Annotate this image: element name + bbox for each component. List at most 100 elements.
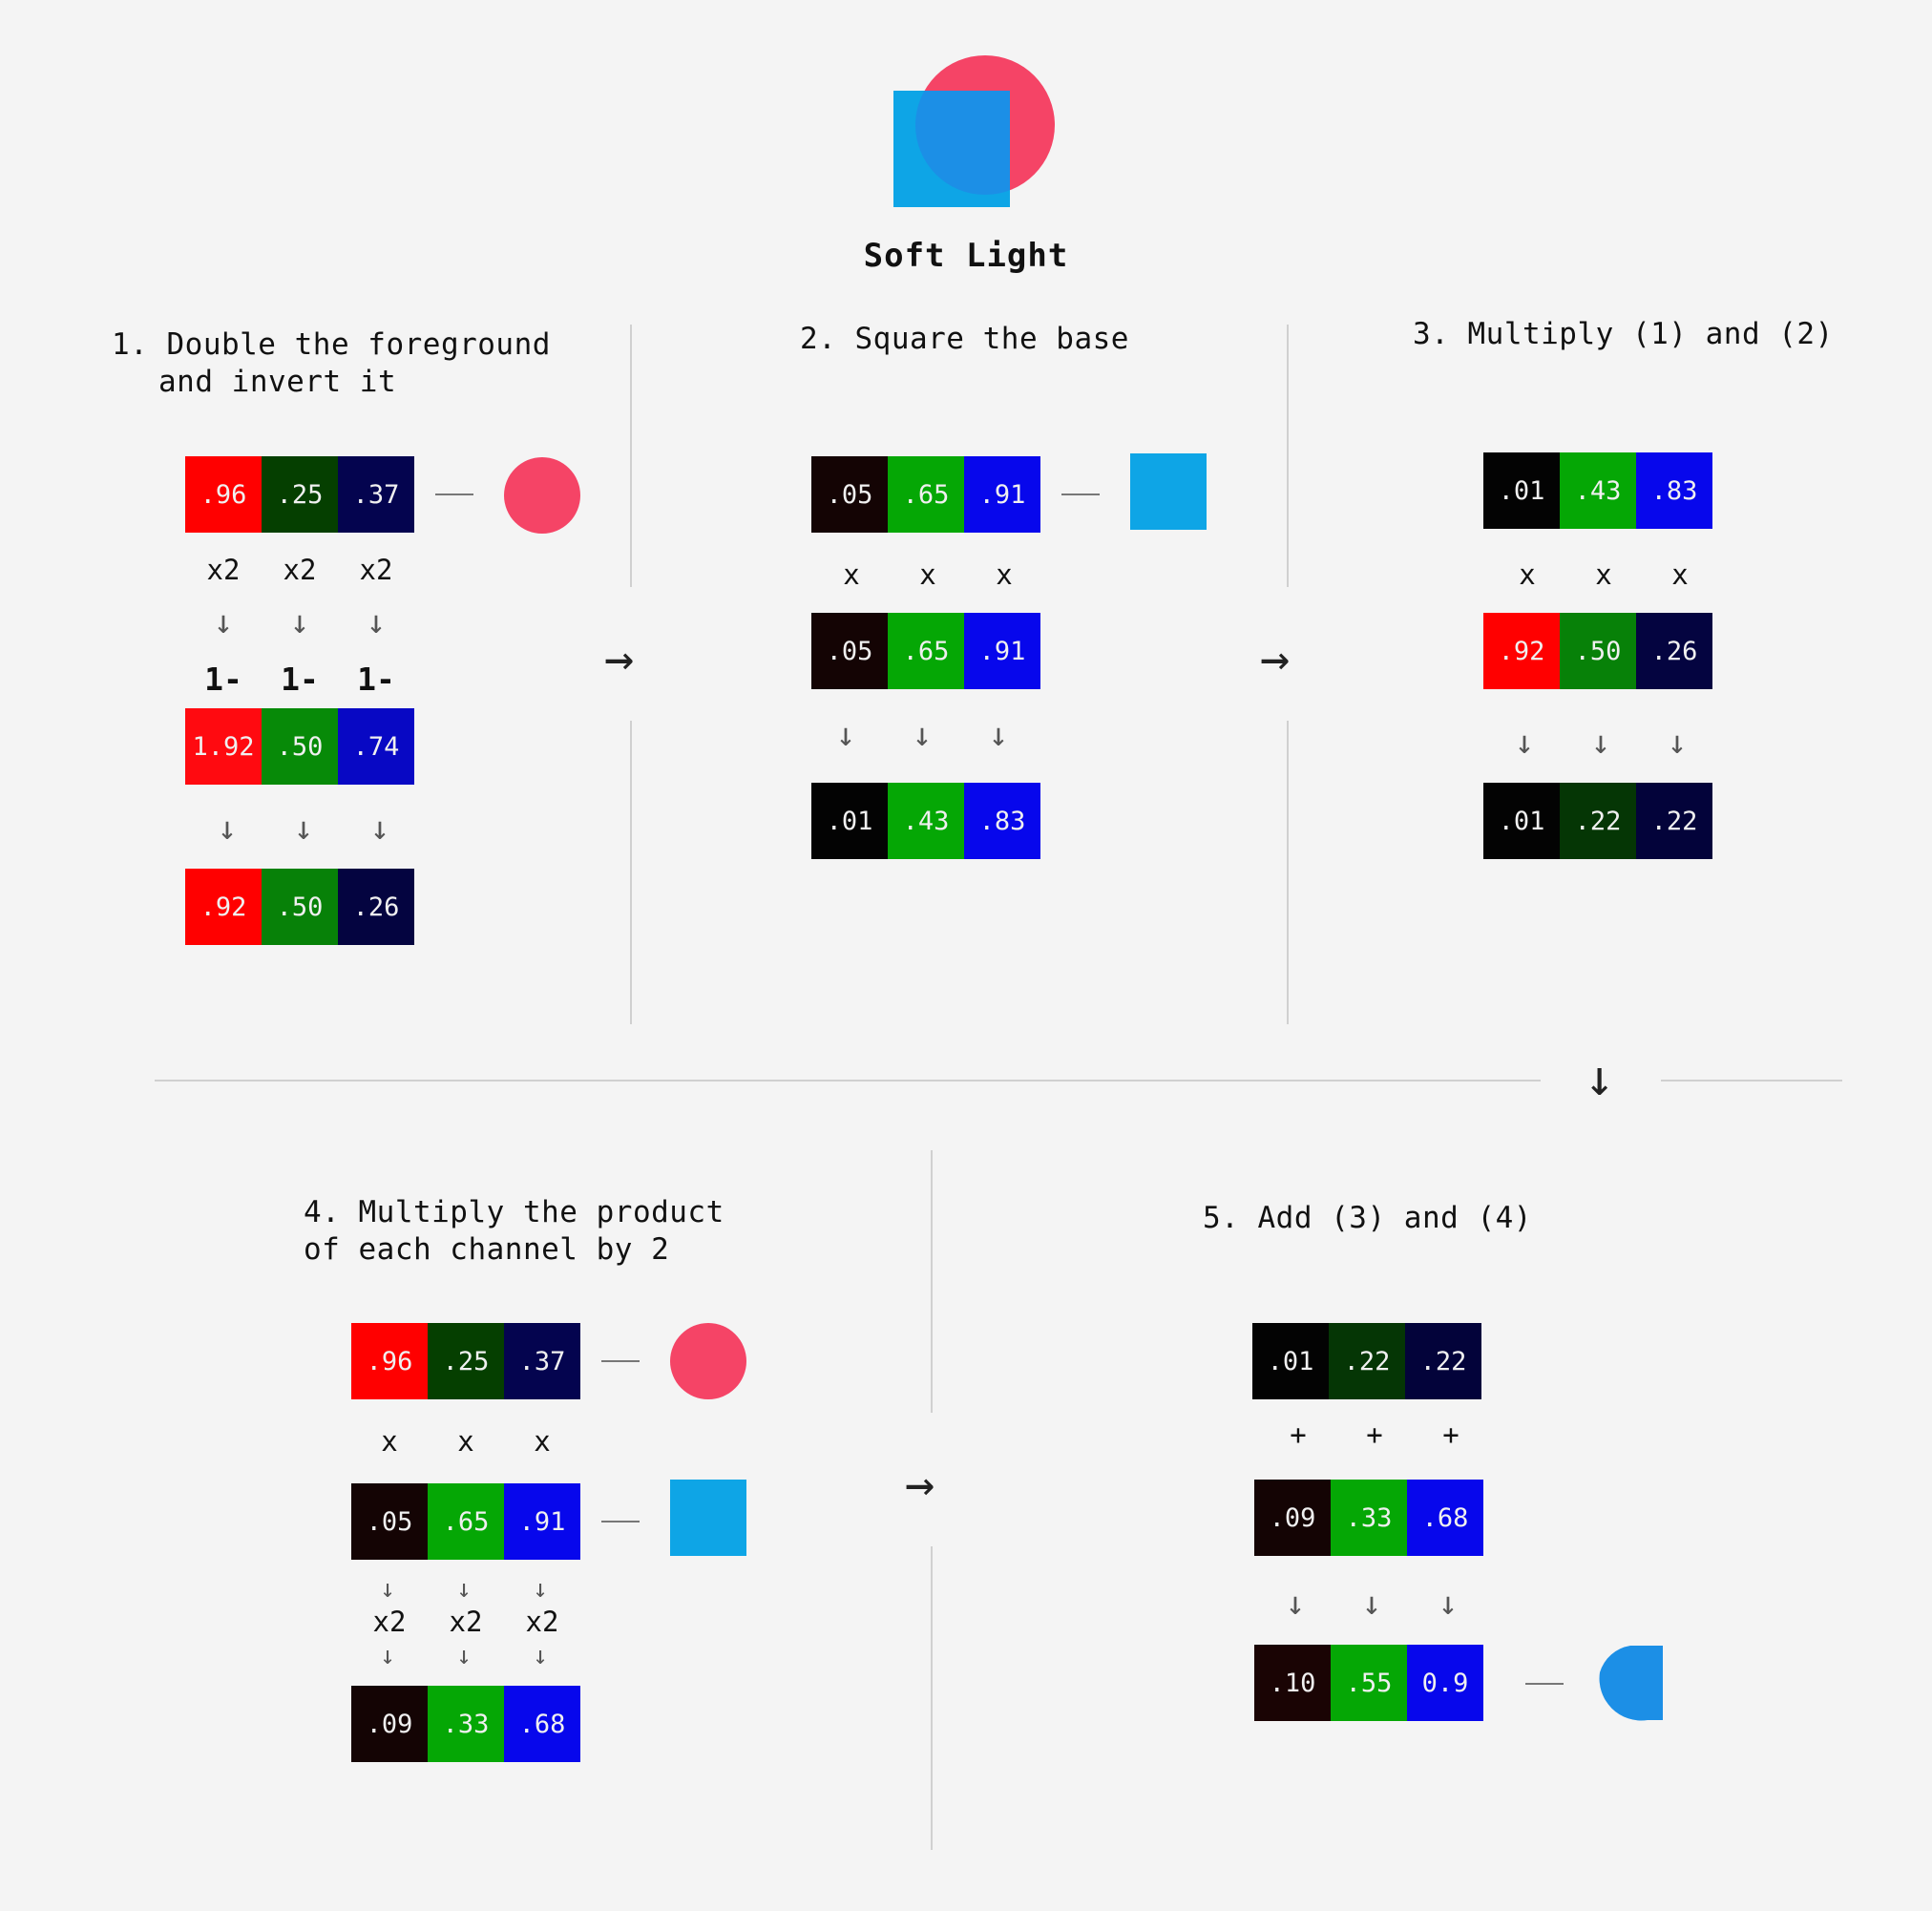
multiply-op: x2 [359, 554, 393, 586]
channel-cell: .01 [811, 783, 888, 859]
step3-heading: 3. Multiply (1) and (2) [1413, 316, 1834, 353]
down-arrow-icon: ↓ [369, 809, 390, 848]
down-arrow-icon: ↓ [380, 1575, 395, 1604]
flow-arrow-right: → [604, 630, 635, 687]
multiply-op: x [843, 558, 860, 591]
multiply-op: x2 [449, 1606, 483, 1638]
channel-cell: .92 [185, 869, 262, 945]
step2-base-row-2: .05 .65 .91 [811, 613, 1040, 689]
channel-cell: .65 [428, 1483, 504, 1560]
step3-mid-row: .92 .50 .26 [1483, 613, 1712, 689]
step1-heading: 1. Double the foreground and invert it [112, 326, 551, 401]
step5-arrows: ↓ ↓ ↓ [1257, 1585, 1486, 1623]
down-arrow-icon: ↓ [456, 1575, 472, 1604]
channel-cell: 1.92 [185, 708, 262, 785]
multiply-op: x2 [206, 554, 241, 586]
down-arrow-icon: ↓ [217, 809, 238, 848]
step1-doubled-row: 1.92 .50 .74 [185, 708, 414, 785]
down-arrow-icon: ↓ [912, 716, 933, 754]
channel-cell: .25 [428, 1323, 504, 1399]
section-divider [155, 1080, 1541, 1082]
channel-cell: .33 [1331, 1480, 1407, 1556]
channel-cell: .01 [1483, 452, 1560, 529]
connector-dash [1061, 494, 1100, 495]
divider [931, 1546, 933, 1850]
soft-light-icon [893, 55, 1055, 207]
step4-foreground-row: .96 .25 .37 [351, 1323, 580, 1399]
step4-base-row: .05 .65 .91 [351, 1483, 580, 1560]
add-op: + [1366, 1418, 1383, 1451]
channel-cell: .91 [504, 1483, 580, 1560]
channel-cell: .92 [1483, 613, 1560, 689]
step5-heading-line1: 5. Add (3) and (4) [1203, 1201, 1532, 1235]
flow-arrow-down: ↓ [1585, 1050, 1615, 1107]
channel-cell: .01 [1252, 1323, 1329, 1399]
channel-cell: .09 [1254, 1480, 1331, 1556]
channel-cell: .05 [351, 1483, 428, 1560]
down-arrow-icon: ↓ [533, 1642, 548, 1670]
divider [1287, 721, 1289, 1024]
step5-top-row: .01 .22 .22 [1252, 1323, 1481, 1399]
down-arrow-icon: ↓ [456, 1642, 472, 1670]
down-arrow-icon: ↓ [988, 716, 1009, 754]
divider [1287, 325, 1289, 587]
step5-result-row: .10 .55 0.9 [1254, 1645, 1483, 1721]
step4-arrows: ↓ ↓ ↓ [349, 1575, 578, 1604]
flow-arrow-right: → [905, 1456, 935, 1513]
foreground-circle-swatch [670, 1323, 746, 1399]
channel-cell: .22 [1405, 1323, 1481, 1399]
step5-mid-row: .09 .33 .68 [1254, 1480, 1483, 1556]
step2-arrows: ↓ ↓ ↓ [808, 716, 1037, 754]
multiply-op: x [1519, 558, 1536, 591]
channel-cell: .96 [185, 456, 262, 533]
connector-dash [601, 1360, 640, 1362]
connector-dash [1525, 1683, 1564, 1685]
channel-cell: .43 [888, 783, 964, 859]
channel-cell: .50 [1560, 613, 1636, 689]
channel-cell: .26 [1636, 613, 1712, 689]
base-square-swatch [1130, 453, 1207, 530]
divider [630, 721, 632, 1024]
section-divider [1661, 1080, 1842, 1082]
step1-heading-line1: 1. Double the foreground [112, 327, 551, 362]
multiply-op: x [457, 1425, 474, 1458]
step2-result-row: .01 .43 .83 [811, 783, 1040, 859]
channel-cell: .22 [1636, 783, 1712, 859]
down-arrow-icon: ↓ [1590, 724, 1611, 762]
multiply-op: x [1595, 558, 1612, 591]
step2-base-row: .05 .65 .91 [811, 456, 1040, 533]
channel-cell: .50 [262, 869, 338, 945]
channel-cell: .37 [338, 456, 414, 533]
step1-heading-line2: and invert it [158, 365, 397, 399]
channel-cell: .91 [964, 456, 1040, 533]
foreground-circle-swatch [504, 457, 580, 534]
down-arrow-icon: ↓ [213, 603, 234, 641]
base-square-swatch [670, 1480, 746, 1556]
step3-ops: x x x [1489, 558, 1718, 591]
channel-cell: .37 [504, 1323, 580, 1399]
step4-heading: 4. Multiply the product of each channel … [304, 1194, 724, 1269]
channel-cell: .10 [1254, 1645, 1331, 1721]
step5-ops: + + + [1260, 1418, 1489, 1451]
invert-op: 1- [281, 661, 319, 698]
channel-cell: .68 [504, 1686, 580, 1762]
step3-heading-line1: 3. Multiply (1) and (2) [1413, 317, 1834, 351]
multiply-op: x [534, 1425, 551, 1458]
result-shape-icon [1599, 1646, 1663, 1721]
add-op: + [1290, 1418, 1307, 1451]
channel-cell: .09 [351, 1686, 428, 1762]
channel-cell: .68 [1407, 1480, 1483, 1556]
multiply-op: x2 [283, 554, 317, 586]
step3-arrows: ↓ ↓ ↓ [1486, 724, 1715, 762]
step2-heading-line1: 2. Square the base [800, 322, 1129, 356]
channel-cell: .01 [1483, 783, 1560, 859]
down-arrow-icon: ↓ [289, 603, 310, 641]
channel-cell: .55 [1331, 1645, 1407, 1721]
step3-result-row: .01 .22 .22 [1483, 783, 1712, 859]
step4-arrows: ↓ ↓ ↓ [349, 1642, 578, 1670]
channel-cell: .74 [338, 708, 414, 785]
down-arrow-icon: ↓ [1285, 1585, 1306, 1623]
channel-cell: .83 [964, 783, 1040, 859]
multiply-op: x [919, 558, 936, 591]
step1-foreground-row: .96 .25 .37 [185, 456, 414, 533]
